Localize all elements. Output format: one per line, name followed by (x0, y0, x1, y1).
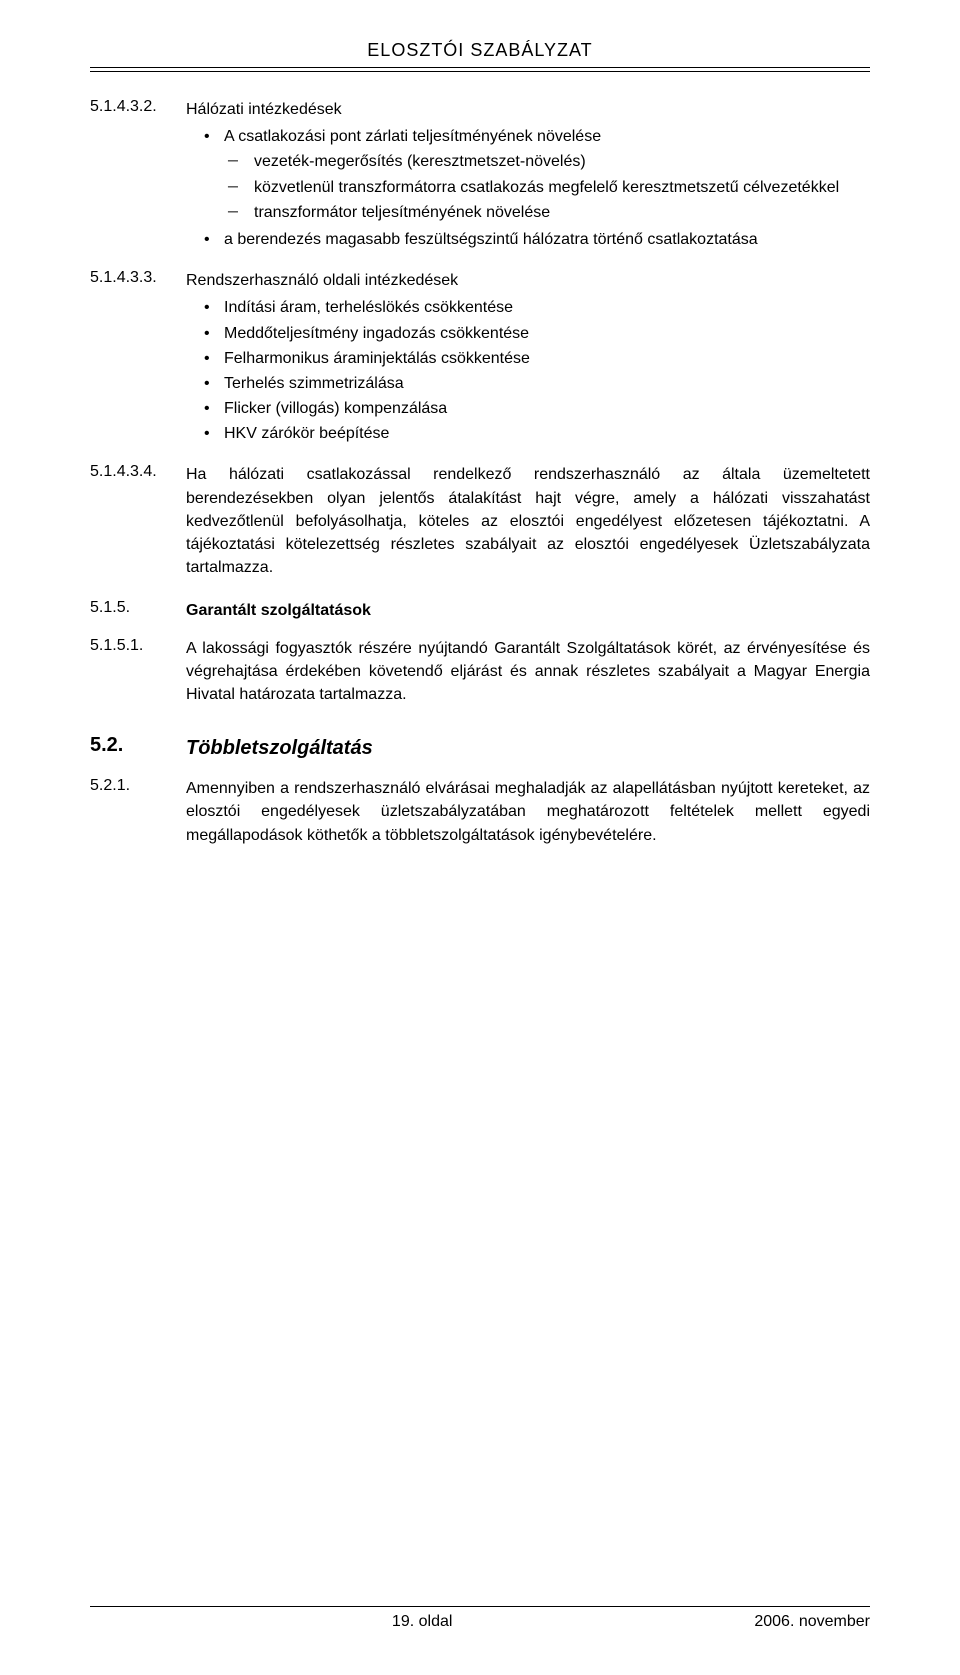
list-item: transzformátor teljesítményének növelése (186, 201, 870, 224)
section-number: 5.2. (90, 734, 186, 767)
section-5-1-4-3-4: 5.1.4.3.4. Ha hálózati csatlakozással re… (90, 463, 870, 583)
section-title: Hálózati intézkedések (186, 98, 870, 121)
section-body: Hálózati intézkedések A csatlakozási pon… (186, 98, 870, 259)
section-number: 5.1.4.3.3. (90, 269, 186, 453)
list-item: Felharmonikus áraminjektálás csökkentése (186, 347, 870, 370)
list-item: A csatlakozási pont zárlati teljesítmény… (186, 125, 870, 224)
footer-divider (90, 1606, 870, 1607)
section-5-1-4-3-3: 5.1.4.3.3. Rendszerhasználó oldali intéz… (90, 269, 870, 453)
section-5-1-5-1: 5.1.5.1. A lakossági fogyasztók részére … (90, 637, 870, 711)
page-footer: 19. oldal 2006. november (90, 1606, 870, 1631)
section-heading: Garantált szolgáltatások (186, 599, 870, 622)
section-number: 5.1.4.3.4. (90, 463, 186, 583)
list-item-text: A csatlakozási pont zárlati teljesítmény… (224, 128, 601, 145)
list-item: közvetlenül transzformátorra csatlakozás… (186, 176, 870, 199)
dash-list: vezeték-megerősítés (keresztmetszet-növe… (186, 150, 870, 224)
list-item: Meddőteljesítmény ingadozás csökkentése (186, 322, 870, 345)
section-number: 5.2.1. (90, 777, 186, 851)
section-number: 5.1.4.3.2. (90, 98, 186, 259)
section-body: Többletszolgáltatás (186, 734, 870, 767)
list-item: Flicker (villogás) kompenzálása (186, 397, 870, 420)
section-number: 5.1.5. (90, 599, 186, 626)
section-5-1-5: 5.1.5. Garantált szolgáltatások (90, 599, 870, 626)
section-5-2-1: 5.2.1. Amennyiben a rendszerhasználó elv… (90, 777, 870, 851)
section-body: Garantált szolgáltatások (186, 599, 870, 626)
paragraph: Amennyiben a rendszerhasználó elvárásai … (186, 777, 870, 847)
list-item: HKV zárókör beépítése (186, 422, 870, 445)
section-number: 5.1.5.1. (90, 637, 186, 711)
paragraph: Ha hálózati csatlakozással rendelkező re… (186, 463, 870, 579)
list-item: a berendezés magasabb feszültségszintű h… (186, 228, 870, 251)
page-header-title: ELOSZTÓI SZABÁLYZAT (90, 40, 870, 68)
paragraph: A lakossági fogyasztók részére nyújtandó… (186, 637, 870, 707)
bullet-list: Indítási áram, terheléslökés csökkentése… (186, 296, 870, 445)
section-5-2: 5.2. Többletszolgáltatás (90, 734, 870, 767)
section-title: Rendszerhasználó oldali intézkedések (186, 269, 870, 292)
section-body: Amennyiben a rendszerhasználó elvárásai … (186, 777, 870, 851)
section-body: Rendszerhasználó oldali intézkedések Ind… (186, 269, 870, 453)
list-item: Indítási áram, terheléslökés csökkentése (186, 296, 870, 319)
list-item: Terhelés szimmetrizálása (186, 372, 870, 395)
section-5-1-4-3-2: 5.1.4.3.2. Hálózati intézkedések A csatl… (90, 98, 870, 259)
section-body: A lakossági fogyasztók részére nyújtandó… (186, 637, 870, 711)
bullet-list: A csatlakozási pont zárlati teljesítmény… (186, 125, 870, 251)
footer-page-number: 19. oldal (392, 1613, 453, 1631)
list-item: vezeték-megerősítés (keresztmetszet-növe… (186, 150, 870, 173)
section-heading: Többletszolgáltatás (186, 734, 870, 763)
header-divider (90, 71, 870, 72)
section-body: Ha hálózati csatlakozással rendelkező re… (186, 463, 870, 583)
footer-date: 2006. november (754, 1613, 870, 1631)
